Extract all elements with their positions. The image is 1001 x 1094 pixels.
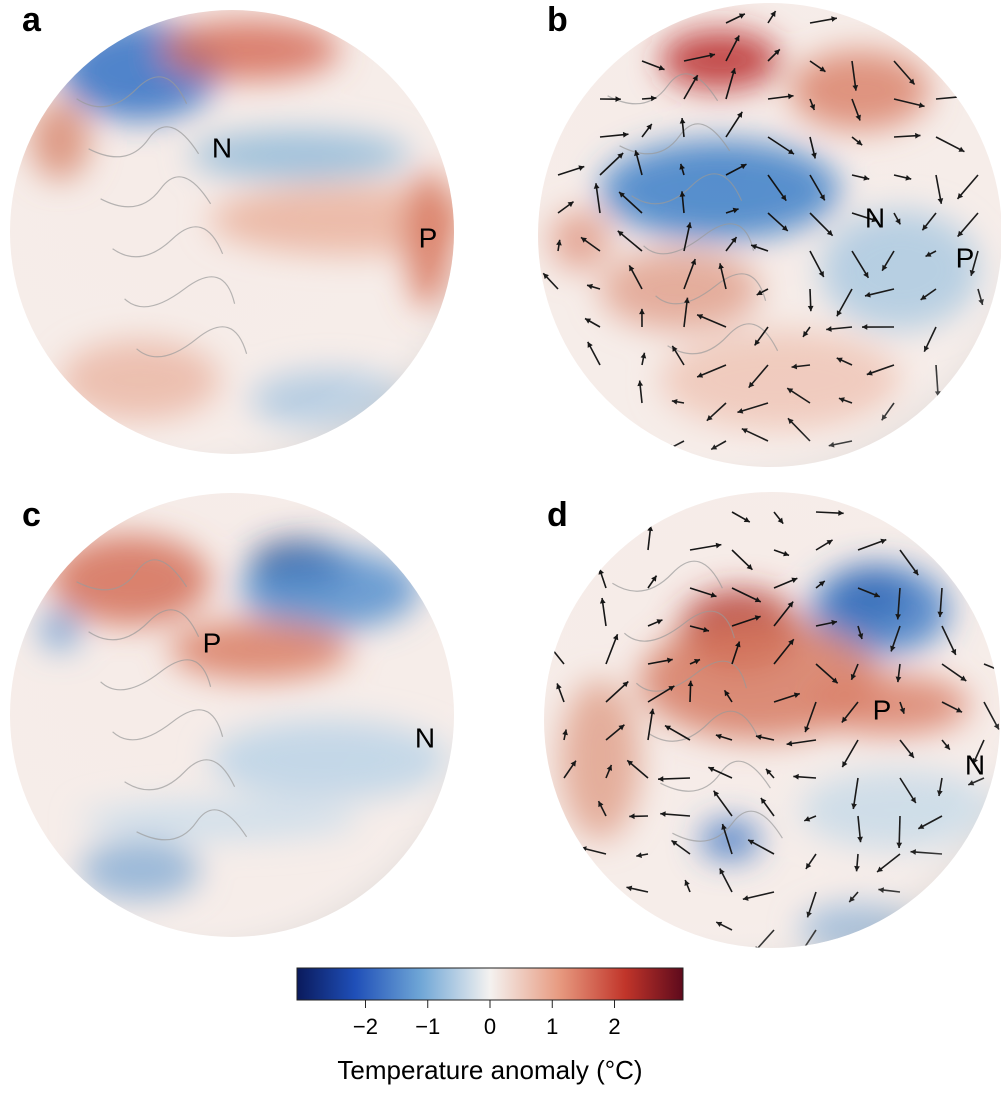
globe-panel: c P N — [10, 493, 454, 937]
globe-shade — [538, 3, 1001, 467]
colorbar: −2 −1 0 1 2 Temperature anomaly (°C) — [297, 968, 683, 1085]
panel-label: c — [22, 496, 41, 534]
colorbar-gradient — [297, 968, 683, 1000]
arrow-head — [547, 642, 553, 648]
region-marker: N — [965, 749, 985, 780]
arrow-head — [960, 94, 966, 100]
colorbar-label: Temperature anomaly (°C) — [337, 1055, 642, 1085]
globe-shade — [10, 493, 454, 937]
panel-label: d — [547, 496, 568, 534]
panel-label: a — [22, 1, 42, 39]
region-marker: P — [203, 627, 222, 658]
region-marker: N — [212, 132, 232, 163]
region-marker: P — [873, 694, 892, 725]
region-marker: N — [415, 722, 435, 753]
colorbar-tick-label: −1 — [415, 1014, 440, 1039]
region-marker: P — [956, 242, 975, 273]
colorbar-tick-label: 1 — [546, 1014, 558, 1039]
panel-label: b — [547, 1, 568, 39]
colorbar-tick-label: −2 — [353, 1014, 378, 1039]
globe-shade — [544, 492, 1000, 948]
globe-panel: a N P — [10, 1, 490, 454]
globe-panel: b N P — [538, 1, 1001, 467]
colorbar-tick-label: 2 — [608, 1014, 620, 1039]
region-marker: P — [419, 222, 438, 253]
arrow-head — [799, 950, 804, 956]
colorbar-tick-label: 0 — [484, 1014, 496, 1039]
globe-shade — [10, 10, 454, 454]
globe-panel: d P N — [544, 492, 1001, 956]
region-marker: N — [865, 202, 885, 233]
